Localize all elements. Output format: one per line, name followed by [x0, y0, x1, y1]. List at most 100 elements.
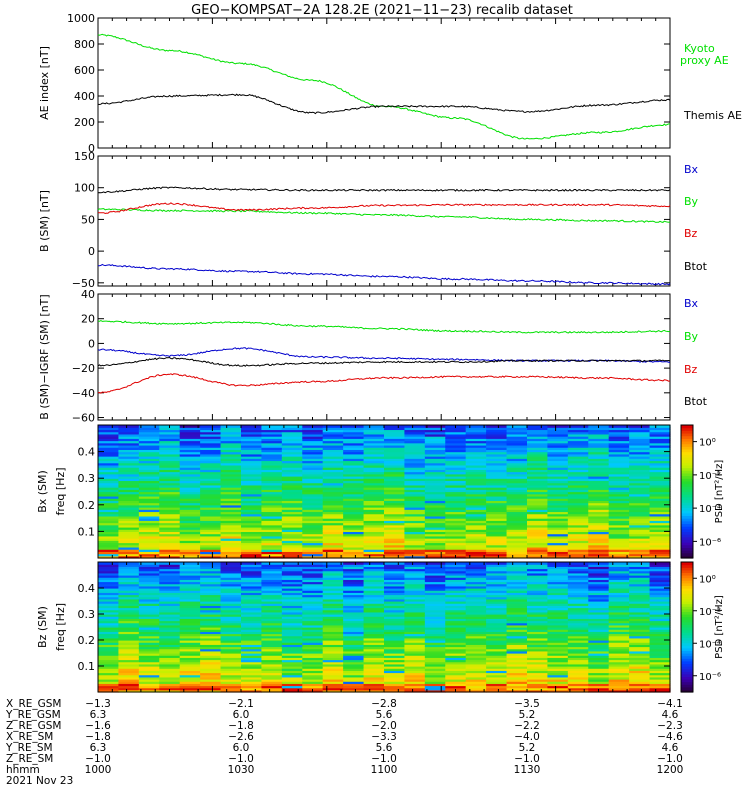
spectrogram-cell [159, 661, 181, 665]
spectrogram-cell [608, 562, 630, 565]
spectrogram-cell [486, 572, 508, 576]
spectrogram-cell [506, 444, 528, 448]
spectrogram-cell [567, 442, 589, 446]
colorbar-segment [681, 440, 693, 445]
spectrogram-cell [465, 500, 487, 504]
spectrogram-cell [118, 549, 140, 552]
spectrogram-cell [465, 598, 487, 602]
spectrogram-cell [527, 498, 549, 501]
spectrogram-cell [384, 491, 406, 495]
spectrogram-cell [343, 635, 365, 639]
spectrogram-cell [322, 655, 344, 658]
spectrogram-cell [241, 513, 263, 517]
spectrogram-cell [98, 553, 120, 557]
spectrogram-cell [322, 663, 344, 667]
coordinate-value: −1.8 [228, 720, 254, 732]
spectrogram-cell [527, 663, 549, 667]
spectrogram-cell [404, 453, 426, 457]
spectrogram-cell [629, 629, 651, 632]
spectrogram-cell [506, 495, 528, 499]
colorbar-segment [681, 486, 693, 490]
colorbar-segment [681, 642, 693, 646]
spectrogram-cell [506, 683, 528, 687]
spectrogram-cell [159, 538, 181, 541]
spectrogram-cell [138, 627, 160, 630]
spectrogram-cell [179, 522, 201, 526]
spectrogram-cell [404, 674, 426, 678]
spectrogram-cell [567, 502, 589, 506]
spectrogram-cell [424, 469, 446, 473]
spectrogram-cell [220, 529, 242, 532]
spectrogram-cell [261, 551, 283, 555]
spectrogram-cell [200, 629, 222, 632]
spectrogram-cell [445, 622, 467, 626]
spectrogram-cell [404, 542, 426, 546]
spectrogram-cell [118, 562, 140, 565]
spectrogram-cell [445, 518, 467, 521]
spectrogram-cell [241, 538, 263, 541]
spectrogram-cell [138, 685, 160, 689]
spectrogram-cell [220, 531, 242, 535]
spectrogram-cell [98, 425, 120, 428]
spectrogram-cell [547, 436, 569, 439]
spectrogram-cell [486, 683, 508, 687]
spectrogram-cell [649, 518, 671, 521]
spectrogram-cell [486, 635, 508, 639]
spectrogram-cell [527, 464, 549, 468]
spectrogram-cell [588, 624, 610, 628]
spectrogram-cell [465, 650, 487, 654]
spectrogram-cell [261, 509, 283, 513]
spectrogram-cell [527, 585, 549, 589]
spectrogram-cell [241, 594, 263, 598]
spectrogram-cell [424, 551, 446, 555]
spectrogram-cell [608, 679, 630, 682]
spectrogram-cell [506, 498, 528, 501]
spectrogram-cell [302, 594, 324, 598]
spectrogram-cell [506, 526, 528, 530]
spectrogram-cell [302, 629, 324, 632]
spectrogram-cell [343, 607, 365, 611]
spectrogram-cell [343, 471, 365, 475]
spectrogram-cell [588, 500, 610, 504]
spectrogram-cell [322, 544, 344, 548]
spectrogram-cell [424, 482, 446, 486]
spectrogram-cell [384, 624, 406, 628]
spectrogram-cell [506, 689, 528, 693]
spectrogram-cell [608, 653, 630, 656]
spectrogram-cell [98, 640, 120, 643]
spectrogram-cell [220, 478, 242, 482]
spectrogram-cell [608, 629, 630, 632]
spectrogram-cell [445, 668, 467, 671]
spectrogram-cell [547, 451, 569, 455]
spectrogram-cell [138, 531, 160, 535]
spectrogram-cell [363, 484, 385, 488]
spectrogram-cell [241, 507, 263, 510]
spectrogram-cell [567, 596, 589, 600]
spectrogram-cell [608, 425, 630, 428]
spectrogram-cell [424, 640, 446, 643]
spectrogram-cell [424, 507, 446, 510]
spectrogram-cell [649, 568, 671, 572]
spectrogram-cell [527, 644, 549, 648]
spectrogram-cell [118, 624, 140, 628]
spectrogram-cell [118, 502, 140, 506]
series-line-themis-ae [97, 93, 671, 115]
spectrogram-cell [404, 433, 426, 437]
spectrogram-cell [138, 431, 160, 435]
spectrogram-cell [281, 562, 303, 565]
spectrogram-cell [547, 471, 569, 475]
spectrogram-cell [404, 670, 426, 674]
spectrogram-cell [547, 520, 569, 524]
spectrogram-cell [629, 588, 651, 591]
spectrogram-cell [363, 564, 385, 567]
spectrogram-cell [261, 464, 283, 468]
spectrogram-cell [281, 473, 303, 477]
spectrogram-cell [220, 672, 242, 676]
spectrogram-cell [567, 592, 589, 596]
spectrogram-cell [465, 605, 487, 609]
spectrogram-cell [567, 635, 589, 639]
spectrogram-cell [649, 427, 671, 431]
spectrogram-cell [404, 577, 426, 580]
spectrogram-cell [608, 438, 630, 442]
spectrogram-cell [404, 618, 426, 622]
